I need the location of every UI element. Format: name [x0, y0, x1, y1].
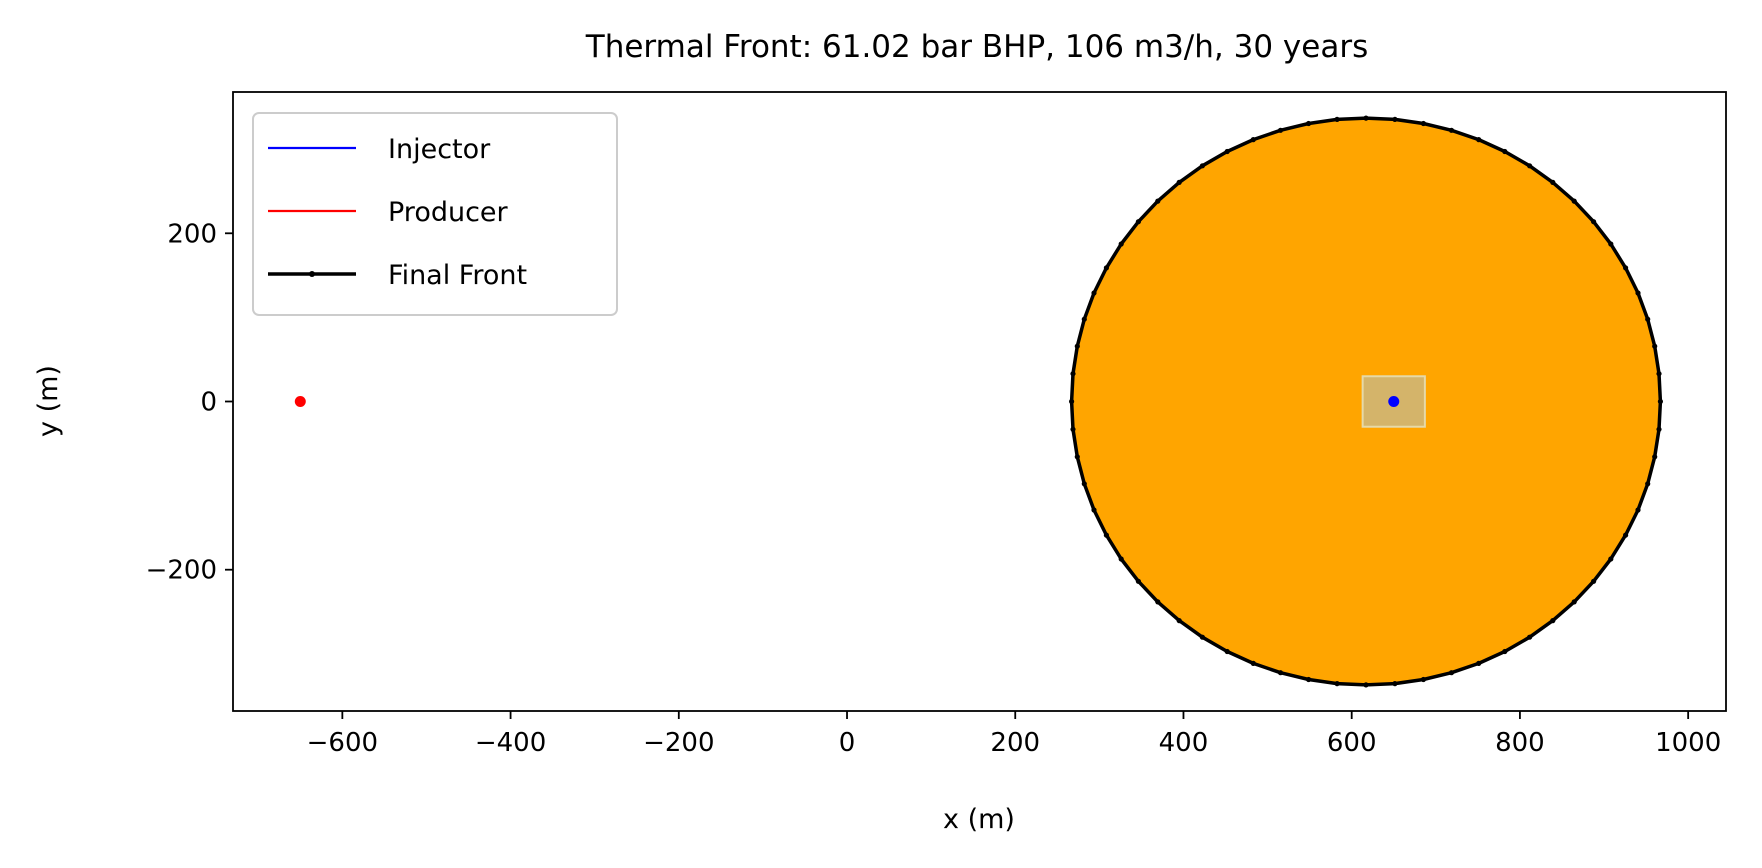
- front-point: [1306, 676, 1312, 683]
- front-point: [1645, 481, 1651, 487]
- x-tick-label: −200: [643, 728, 714, 758]
- front-point: [1334, 681, 1340, 687]
- front-point: [1527, 634, 1533, 640]
- y-tick-label: −200: [146, 556, 217, 586]
- front-point: [1635, 290, 1641, 296]
- front-point: [1081, 481, 1087, 487]
- front-point: [1070, 371, 1076, 377]
- front-point: [1103, 532, 1109, 538]
- plot-area: [294, 115, 1663, 688]
- front-point: [1074, 343, 1080, 349]
- front-point: [1176, 179, 1182, 185]
- front-point: [1476, 660, 1482, 667]
- front-point: [1623, 532, 1629, 538]
- front-point: [1069, 398, 1075, 405]
- front-point: [1118, 241, 1124, 247]
- front-point: [1155, 599, 1161, 605]
- front-point: [1656, 426, 1662, 432]
- front-point: [1635, 507, 1641, 513]
- front-point: [1608, 241, 1614, 247]
- x-axis-ticks: −600 −400 −200 0 200 400 600 800 1000: [307, 711, 1721, 758]
- front-point: [1527, 163, 1533, 169]
- legend: Injector Producer Final Front: [252, 112, 618, 316]
- front-point: [1176, 618, 1182, 624]
- front-point: [1363, 682, 1369, 688]
- front-point: [1608, 556, 1614, 562]
- front-point: [1250, 660, 1256, 667]
- front-point: [1420, 120, 1426, 127]
- front-point: [1070, 426, 1076, 432]
- front-point: [1155, 198, 1161, 204]
- front-point: [1502, 648, 1508, 655]
- x-tick-label: 400: [1159, 728, 1209, 758]
- legend-label: Producer: [388, 197, 509, 228]
- x-tick-label: 600: [1327, 728, 1377, 758]
- front-point: [1591, 578, 1597, 584]
- front-point: [1657, 398, 1663, 405]
- x-tick-label: 1000: [1655, 728, 1721, 758]
- front-point: [1550, 179, 1556, 185]
- injector-point: [1388, 396, 1400, 407]
- front-point: [1571, 198, 1577, 204]
- front-point: [1550, 618, 1556, 624]
- legend-label: Final Front: [388, 260, 527, 291]
- front-point: [1224, 648, 1230, 655]
- y-tick-label: 0: [200, 388, 217, 418]
- y-tick-label: 200: [167, 219, 217, 249]
- front-point: [1135, 219, 1141, 225]
- y-axis-ticks: −200 0 200: [146, 219, 233, 586]
- front-point: [1502, 148, 1508, 155]
- front-point: [1224, 148, 1230, 155]
- x-tick-label: 0: [839, 728, 856, 758]
- legend-label: Injector: [388, 134, 491, 165]
- front-point: [1103, 265, 1109, 271]
- front-point: [1591, 219, 1597, 225]
- x-tick-label: −600: [307, 728, 378, 758]
- front-point: [1420, 676, 1426, 683]
- front-point: [1656, 371, 1662, 377]
- front-point: [1250, 137, 1256, 143]
- front-point: [1277, 127, 1284, 133]
- front-point: [1091, 507, 1097, 513]
- front-point: [1652, 454, 1658, 460]
- front-point: [1623, 265, 1629, 271]
- producer-point: [294, 396, 306, 407]
- front-point: [1652, 343, 1658, 349]
- x-axis-label: x (m): [943, 804, 1015, 835]
- legend-box: [252, 112, 618, 316]
- front-point: [1118, 556, 1124, 562]
- front-point: [1199, 163, 1205, 169]
- front-point: [1277, 670, 1284, 676]
- front-point: [1081, 316, 1087, 322]
- front-point: [1091, 290, 1097, 296]
- front-point: [1571, 599, 1577, 605]
- front-point: [1074, 454, 1080, 460]
- front-point: [1645, 316, 1651, 322]
- front-point: [1476, 137, 1482, 143]
- front-point: [1448, 127, 1455, 133]
- legend-marker: [309, 271, 315, 277]
- front-point: [1306, 120, 1312, 127]
- x-tick-label: 200: [990, 728, 1040, 758]
- y-axis-label: y (m): [33, 365, 64, 437]
- front-point: [1199, 634, 1205, 640]
- front-point: [1363, 115, 1369, 121]
- x-tick-label: 800: [1495, 728, 1545, 758]
- front-point: [1135, 578, 1141, 584]
- chart-title: Thermal Front: 61.02 bar BHP, 106 m3/h, …: [585, 29, 1368, 65]
- x-tick-label: −400: [475, 728, 546, 758]
- front-point: [1392, 681, 1398, 687]
- front-point: [1448, 670, 1455, 676]
- front-point: [1392, 116, 1398, 122]
- front-point: [1334, 116, 1340, 122]
